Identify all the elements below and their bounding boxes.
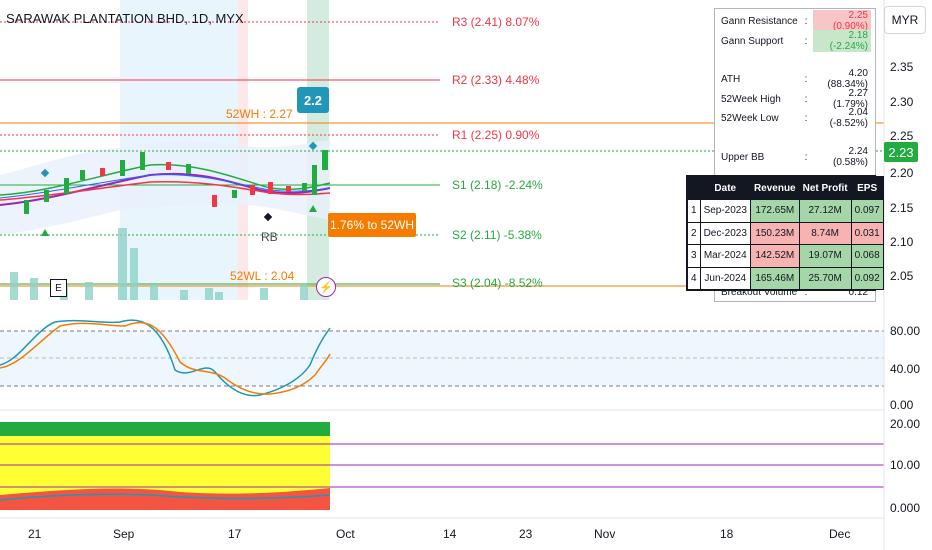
- price-tick: 2.15: [890, 201, 914, 215]
- gann-row: Breakout Volume:0.12: [721, 286, 868, 298]
- wh52-label: 52WH : 2.27: [226, 107, 293, 121]
- vol-tick: 0.000: [890, 501, 921, 515]
- time-tick: 14: [443, 527, 457, 541]
- time-tick: Dec: [829, 527, 851, 541]
- osc-tick: 0.00: [890, 398, 914, 412]
- high-bubble: 2.2: [297, 87, 329, 113]
- gann-row: 52Week Low:2.04 (-8.52%): [721, 107, 868, 129]
- financials-table: Date Revenue Net Profit EPS 1 Sep-2023 17…: [686, 175, 884, 291]
- price-tick: 2.30: [890, 95, 914, 109]
- r3-label: R3 (2.41) 8.07%: [452, 15, 540, 29]
- gann-row: Gann Resistance:2.25 (0.90%): [721, 10, 871, 32]
- currency-button[interactable]: MYR: [884, 6, 926, 34]
- time-tick: 21: [28, 527, 42, 541]
- gann-row: Gann Support:2.18 (-2.24%): [721, 30, 871, 52]
- time-tick: 23: [519, 527, 533, 541]
- rb-label: RB: [261, 230, 278, 244]
- table-row: 3 Mar-2024 142.52M 19.07M 0.068: [687, 244, 884, 268]
- vol-tick: 10.00: [890, 458, 921, 472]
- gann-row: Upper BB:2.24 (0.58%): [721, 146, 868, 168]
- earnings-icon[interactable]: E: [50, 279, 67, 297]
- diamond-marker: [308, 141, 318, 151]
- s3-label: S3 (2.04) -8.52%: [452, 276, 543, 290]
- ma-line: [0, 174, 331, 199]
- osc-tick: 80.00: [890, 324, 921, 338]
- osc-line: [0, 321, 331, 395]
- price-tick: 2.20: [890, 166, 914, 180]
- price-tick: 2.25: [890, 129, 914, 143]
- s1-label: S1 (2.18) -2.24%: [452, 178, 543, 192]
- time-tick: 17: [228, 527, 242, 541]
- buy-marker: [41, 229, 49, 236]
- chart-title: SARAWAK PLANTATION BHD, 1D, MYX: [6, 11, 244, 26]
- time-tick: Oct: [336, 527, 355, 541]
- osc-tick: 40.00: [890, 362, 921, 376]
- vol-tick: 20.00: [890, 417, 921, 431]
- price-tick: 2.35: [890, 60, 914, 74]
- osc-line: [0, 319, 331, 397]
- r1-label: R1 (2.25) 0.90%: [452, 128, 540, 142]
- table-row: 1 Sep-2023 172.65M 27.12M 0.097: [687, 199, 884, 223]
- time-tick: Nov: [594, 527, 616, 541]
- s2-label: S2 (2.11) -5.38%: [452, 228, 542, 242]
- gann-row: ATH:4.20 (88.34%): [721, 68, 868, 90]
- to-52wh-label: 1.76% to 52WH: [328, 213, 416, 237]
- wl52-label: 52WL : 2.04: [230, 269, 295, 283]
- time-tick: Sep: [113, 527, 135, 541]
- price-tick: 2.05: [890, 269, 914, 283]
- diamond-marker: [263, 212, 273, 222]
- r2-label: R2 (2.33) 4.48%: [452, 73, 540, 87]
- buy-marker: [309, 205, 317, 212]
- current-price-tag: 2.23: [884, 142, 918, 162]
- ma-line: [0, 172, 331, 206]
- candles: [24, 150, 328, 214]
- gann-row: 52Week High:2.27 (1.79%): [721, 88, 868, 110]
- diamond-marker: [40, 168, 50, 178]
- time-tick: 18: [720, 527, 734, 541]
- lightning-icon[interactable]: ⚡: [316, 277, 336, 297]
- table-row: 4 Jun-2024 165.46M 25.70M 0.092: [687, 266, 884, 290]
- stack-bars: [0, 422, 331, 510]
- table-row: 2 Dec-2023 150.23M 8.74M 0.031: [687, 221, 884, 245]
- ma-line: [0, 163, 331, 196]
- ma-line: [0, 180, 331, 201]
- price-tick: 2.10: [890, 235, 914, 249]
- bollinger-band: [0, 140, 330, 235]
